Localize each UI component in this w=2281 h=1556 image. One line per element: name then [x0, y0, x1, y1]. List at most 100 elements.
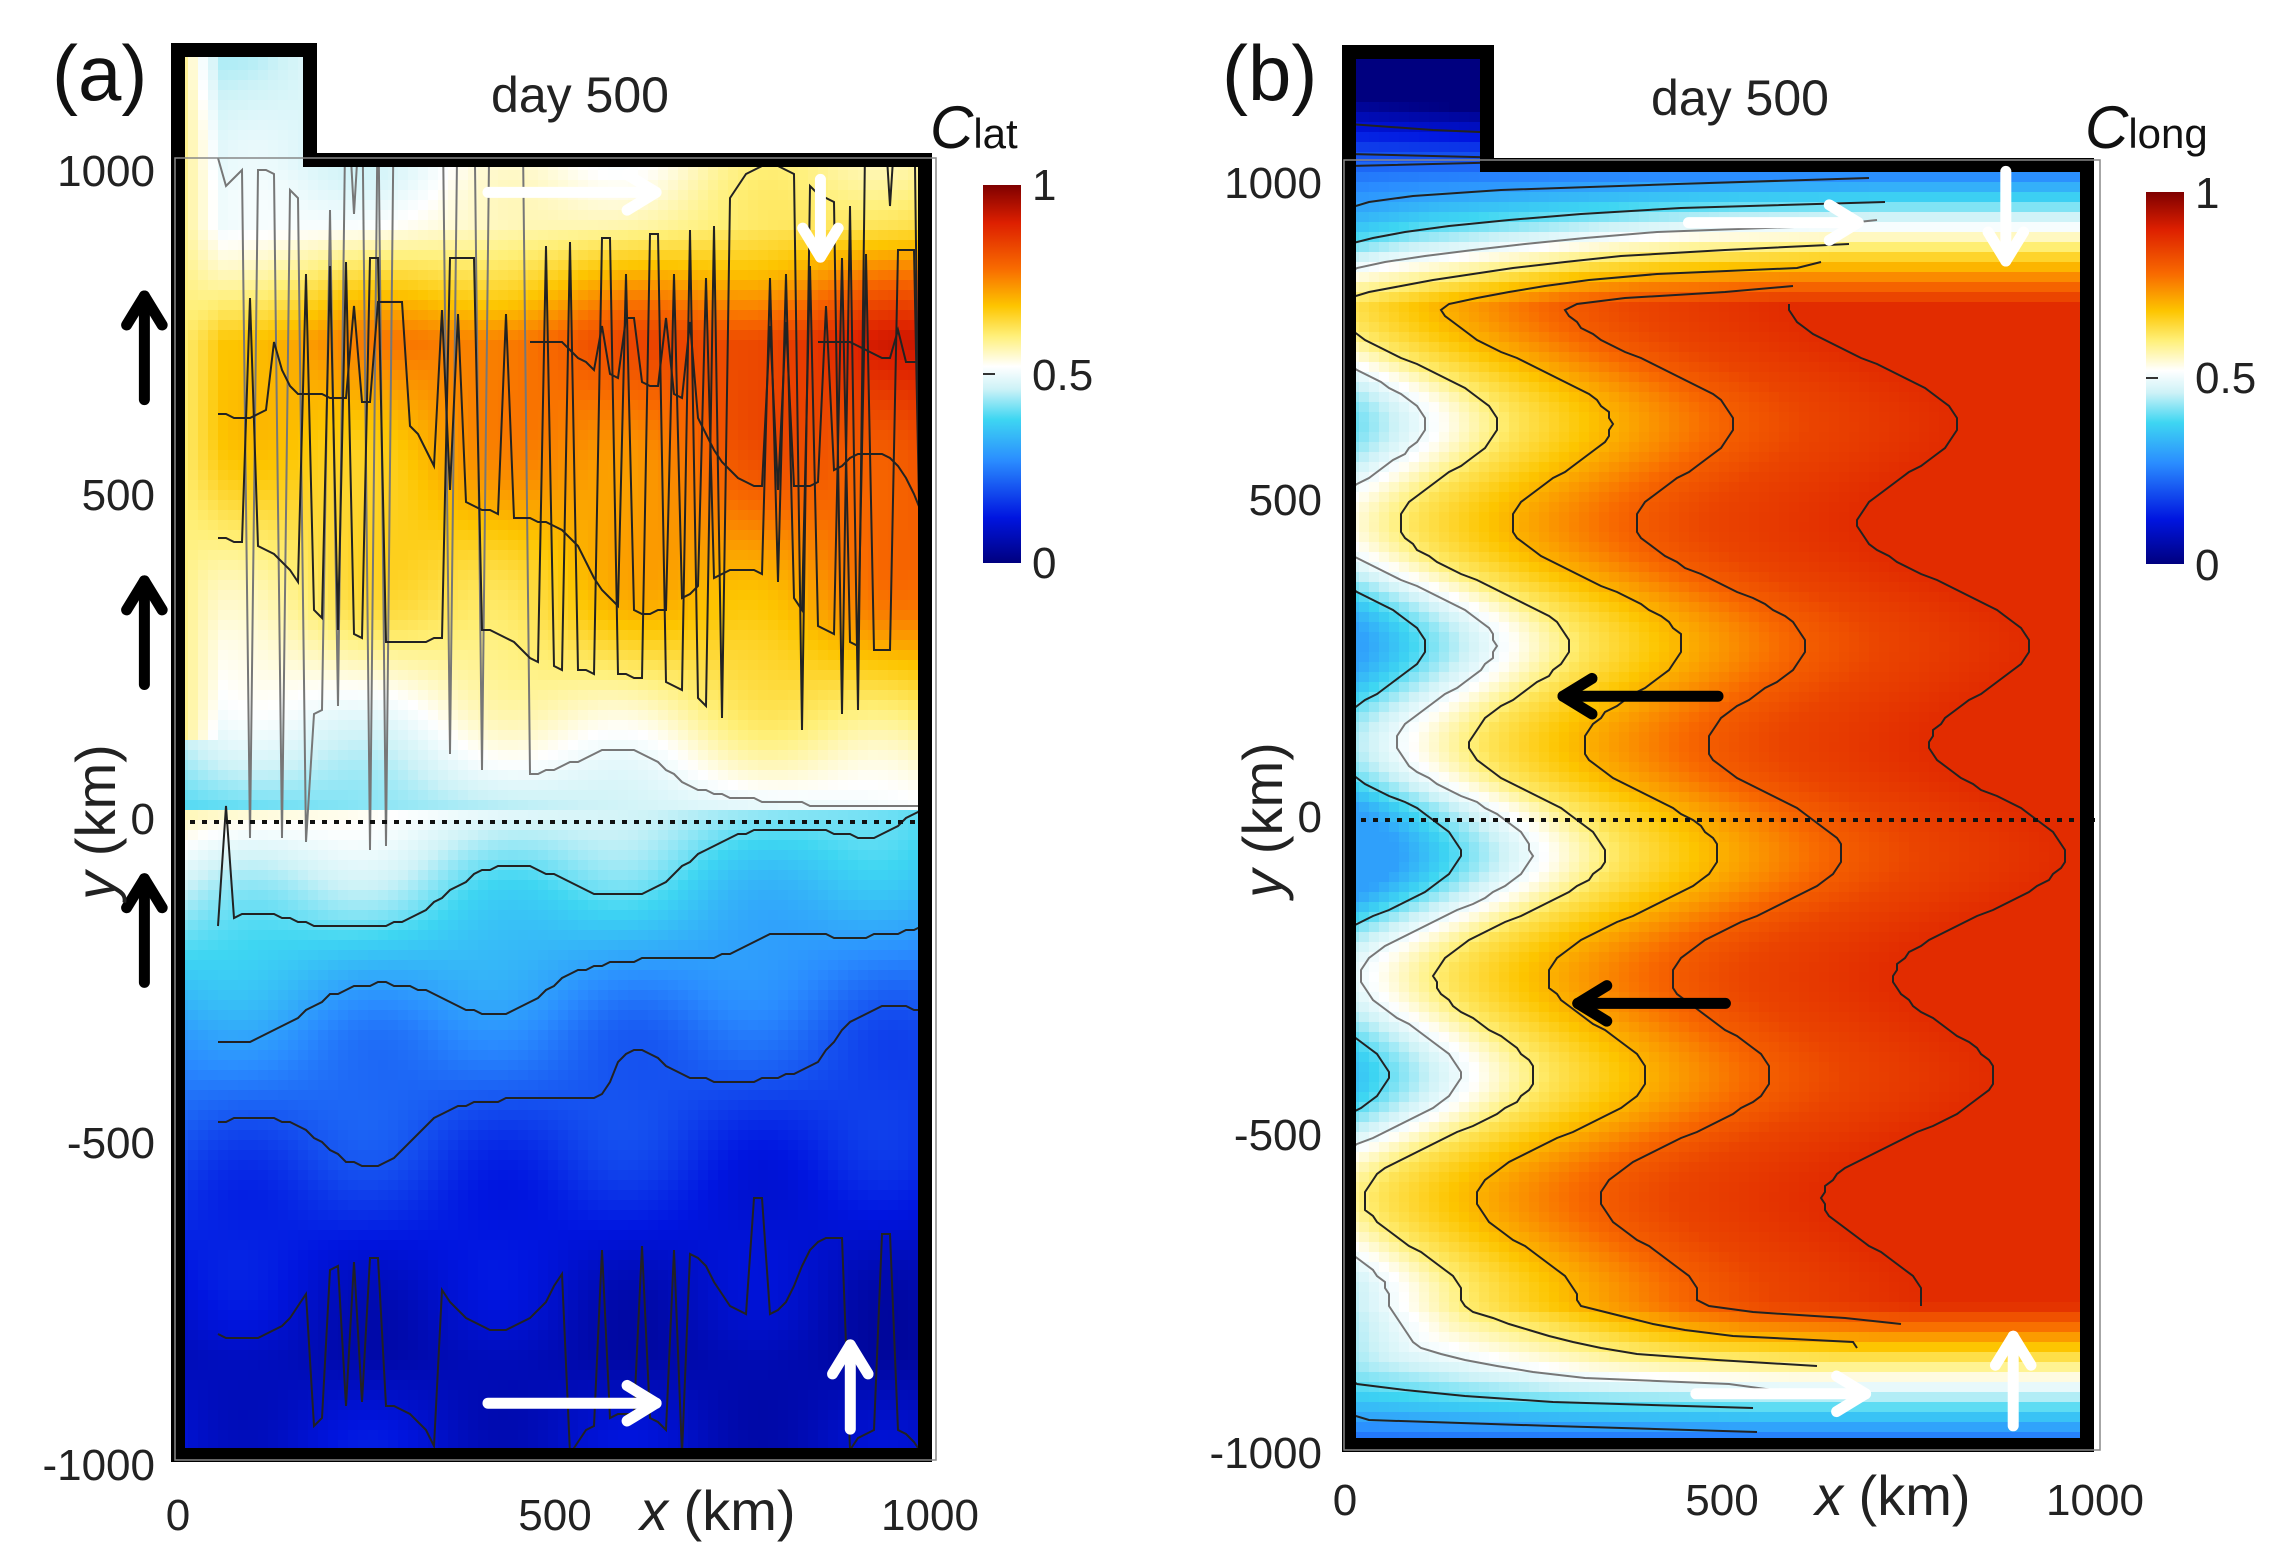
panel-a-heatmap-cell — [558, 470, 569, 481]
panel-a-heatmap-cell — [248, 630, 259, 641]
panel-a-heatmap-cell — [628, 300, 639, 311]
panel-a-heatmap-cell — [888, 120, 899, 131]
panel-a-heatmap-cell — [708, 360, 719, 371]
panel-a-heatmap-cell — [718, 330, 729, 341]
panel-a-heatmap-cell — [208, 370, 219, 381]
panel-a-heatmap-cell — [878, 180, 889, 191]
panel-a-heatmap-cell — [398, 140, 409, 151]
panel-a-heatmap-cell — [788, 510, 799, 521]
panel-a-heatmap-cell — [688, 300, 699, 311]
panel-a-heatmap-cell — [528, 540, 539, 551]
panel-a-heatmap-cell — [428, 470, 439, 481]
panel-a-heatmap-cell — [548, 500, 559, 511]
panel-a-heatmap-cell — [428, 260, 439, 271]
panel-a-heatmap-cell — [388, 130, 399, 141]
panel-a-heatmap-cell — [528, 340, 539, 351]
panel-a-heatmap-cell — [588, 550, 599, 561]
panel-a-heatmap-cell — [258, 110, 269, 121]
panel-a-heatmap-cell — [688, 170, 699, 181]
panel-a-heatmap-cell — [888, 650, 899, 661]
panel-a-heatmap-cell — [628, 390, 639, 401]
panel-a-heatmap-cell — [608, 280, 619, 291]
panel-a-heatmap-cell — [898, 420, 909, 431]
panel-a-heatmap-cell — [828, 280, 839, 291]
panel-a-heatmap-cell — [398, 580, 409, 591]
panel-a-heatmap-cell — [468, 650, 479, 661]
panel-a-heatmap-cell — [758, 390, 769, 401]
panel-a-heatmap-cell — [228, 400, 239, 411]
panel-a-heatmap-cell — [408, 210, 419, 221]
panel-a-heatmap-cell — [678, 320, 689, 331]
panel-a-heatmap-cell — [258, 170, 269, 181]
panel-a-heatmap-cell — [258, 670, 269, 681]
panel-a-heatmap-cell — [828, 290, 839, 301]
panel-a-heatmap-cell — [738, 550, 749, 561]
panel-a-heatmap-cell — [428, 390, 439, 401]
panel-a-heatmap-cell — [518, 710, 529, 721]
panel-a-heatmap-cell — [668, 570, 679, 581]
panel-a-heatmap-cell — [478, 230, 489, 241]
panel-a-heatmap-cell — [648, 250, 659, 261]
panel-a-heatmap-cell — [308, 340, 319, 351]
panel-a-heatmap-cell — [688, 700, 699, 711]
panel-a-heatmap-cell — [318, 330, 329, 341]
panel-a-heatmap-cell — [518, 370, 529, 381]
panel-a-heatmap-cell — [758, 250, 769, 261]
panel-a-heatmap-cell — [408, 130, 419, 141]
panel-a-heatmap-cell — [698, 310, 709, 321]
panel-a-heatmap-cell — [878, 220, 889, 231]
panel-a-heatmap-cell — [428, 170, 439, 181]
panel-a-heatmap-cell — [878, 530, 889, 541]
panel-a-heatmap-cell — [448, 240, 459, 251]
panel-a-heatmap-cell — [688, 210, 699, 221]
panel-a-heatmap-cell — [738, 200, 749, 211]
panel-a-heatmap-cell — [678, 170, 689, 181]
panel-a-heatmap-cell — [208, 120, 219, 131]
panel-a-heatmap-cell — [578, 710, 589, 721]
panel-a-heatmap-cell — [638, 260, 649, 271]
panel-a-heatmap-cell — [298, 470, 309, 481]
panel-a-heatmap-cell — [308, 690, 319, 701]
panel-a-heatmap-cell — [828, 550, 839, 561]
panel-a-heatmap-cell — [308, 260, 319, 271]
panel-a-heatmap-cell — [198, 700, 209, 711]
panel-a-heatmap-cell — [848, 270, 859, 281]
panel-a-heatmap-cell — [608, 260, 619, 271]
panel-a-heatmap-cell — [548, 570, 559, 581]
panel-a-heatmap-cell — [748, 500, 759, 511]
panel-a-heatmap-cell — [198, 450, 209, 461]
panel-a-heatmap-cell — [568, 270, 579, 281]
panel-a-heatmap-cell — [188, 390, 199, 401]
panel-a-heatmap-cell — [408, 320, 419, 331]
panel-a-heatmap-cell — [308, 400, 319, 411]
panel-a-heatmap-cell — [278, 270, 289, 281]
panel-a-heatmap-cell — [438, 690, 449, 701]
panel-a-heatmap-cell — [548, 200, 559, 211]
panel-a-heatmap-cell — [498, 660, 509, 671]
panel-a-heatmap-cell — [738, 230, 749, 241]
panel-a-heatmap-cell — [268, 400, 279, 411]
panel-a-heatmap-cell — [658, 700, 669, 711]
panel-a-heatmap-cell — [628, 250, 639, 261]
panel-a-heatmap-cell — [308, 190, 319, 201]
panel-a-heatmap-cell — [328, 300, 339, 311]
panel-a-heatmap-cell — [738, 580, 749, 591]
panel-a-heatmap-cell — [268, 320, 279, 331]
panel-a-heatmap-cell — [508, 340, 519, 351]
panel-a-heatmap-cell — [478, 460, 489, 471]
panel-a-heatmap-cell — [478, 180, 489, 191]
panel-a-heatmap-cell — [918, 130, 925, 141]
panel-a-heatmap-cell — [608, 540, 619, 551]
panel-a-heatmap-cell — [758, 400, 769, 411]
panel-a-heatmap-cell — [778, 110, 789, 121]
panel-a-heatmap-cell — [398, 370, 409, 381]
panel-a-heatmap-cell — [758, 700, 769, 711]
panel-a-heatmap-cell — [468, 350, 479, 361]
panel-a-heatmap-cell — [738, 240, 749, 251]
panel-a-heatmap-cell — [668, 690, 679, 701]
panel-a-heatmap-cell — [708, 370, 719, 381]
panel-a-heatmap-cell — [568, 710, 579, 721]
panel-a-heatmap-cell — [468, 540, 479, 551]
panel-a-heatmap-cell — [248, 260, 259, 271]
panel-a-heatmap-cell — [868, 140, 879, 151]
